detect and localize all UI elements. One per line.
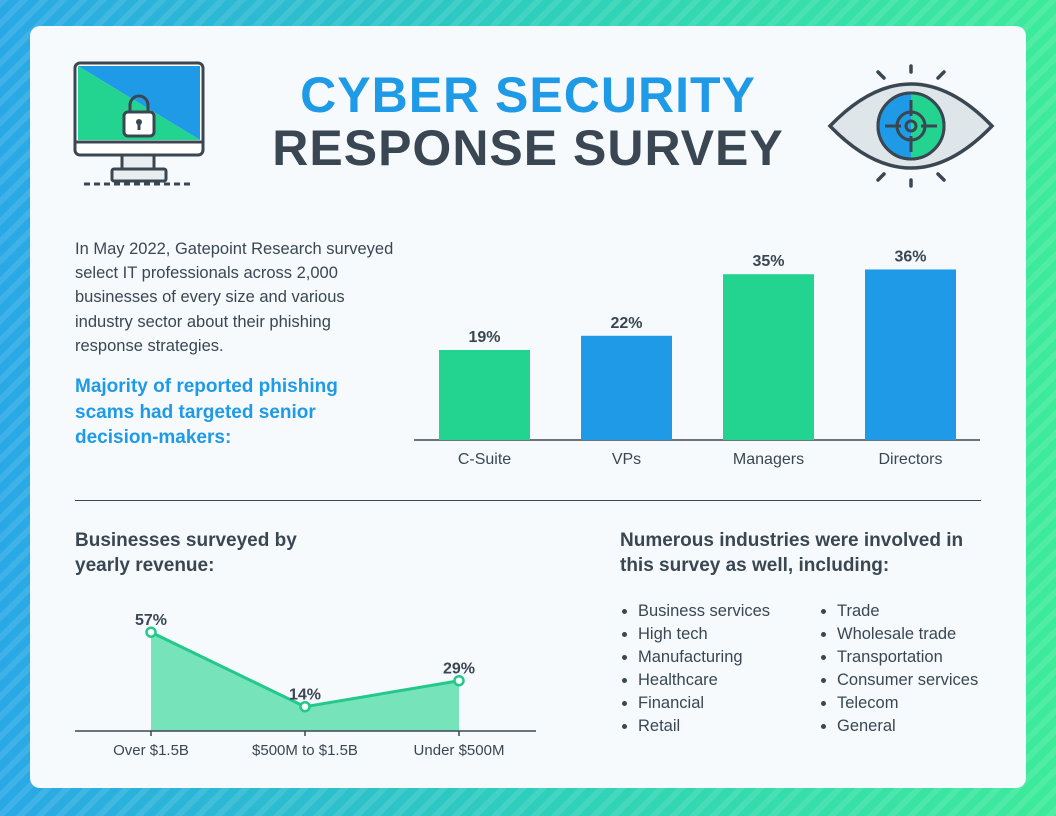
point-value-label: 29% <box>443 661 475 678</box>
bar-value-label: 36% <box>894 248 926 265</box>
bar-category-label: C-Suite <box>458 451 511 468</box>
highlight-heading: Majority of reported phishing scams had … <box>75 376 338 448</box>
industries-list-1: Business servicesHigh techManufacturingH… <box>620 600 770 738</box>
title-line-2: RESPONSE SURVEY <box>272 120 784 176</box>
bar-value-label: 19% <box>468 329 500 346</box>
bar-c-suite <box>439 350 530 440</box>
bar-value-label: 22% <box>610 315 642 332</box>
bar-category-label: Directors <box>878 451 942 468</box>
point-value-label: 57% <box>135 612 167 629</box>
decision-maker-bar-chart: 19% C-Suite 22% VPs 35% Managers 36% Directors <box>414 248 980 468</box>
bar-managers <box>723 274 814 440</box>
bar-category-label: VPs <box>612 451 641 468</box>
eye-target-icon <box>827 64 995 188</box>
industry-item: Transportation <box>837 646 978 669</box>
industries-list-2: TradeWholesale tradeTransportationConsum… <box>819 600 978 738</box>
bar-vps <box>581 335 672 440</box>
data-point <box>145 626 157 638</box>
computer-lock-icon <box>73 61 205 186</box>
industry-item: High tech <box>638 623 770 646</box>
industry-item: Consumer services <box>837 669 978 692</box>
industry-item: General <box>837 715 978 738</box>
title-line-1: CYBER SECURITY <box>300 67 756 123</box>
industry-item: Wholesale trade <box>837 623 978 646</box>
x-tick-label: $500M to $1.5B <box>252 742 358 759</box>
intro-paragraph: In May 2022, Gatepoint Research surveyed… <box>75 240 394 355</box>
point-value-label: 14% <box>289 687 321 704</box>
industry-item: Business services <box>638 600 770 623</box>
area-fill <box>151 632 459 731</box>
bar-category-label: Managers <box>733 451 804 468</box>
infographic-card: CYBER SECURITY RESPONSE SURVEY In May 20… <box>30 26 1026 788</box>
industry-item: Healthcare <box>638 669 770 692</box>
bar-directors <box>865 269 956 440</box>
data-point <box>453 674 465 687</box>
industries-section-title: Numerous industries were involved in thi… <box>620 530 964 576</box>
x-tick-label: Under $500M <box>414 742 505 759</box>
industry-item: Telecom <box>837 692 978 715</box>
section-divider <box>75 500 981 501</box>
industry-item: Manufacturing <box>638 646 770 669</box>
bar-value-label: 35% <box>752 253 784 270</box>
revenue-section-title: Businesses surveyed by yearly revenue: <box>75 530 297 576</box>
data-point <box>299 700 311 713</box>
x-tick-label: Over $1.5B <box>113 742 189 759</box>
revenue-area-chart: 57% Over $1.5B 14% $500M to $1.5B 29% Under $… <box>75 612 536 759</box>
industry-item: Trade <box>837 600 978 623</box>
industry-item: Retail <box>638 715 770 738</box>
industry-item: Financial <box>638 692 770 715</box>
